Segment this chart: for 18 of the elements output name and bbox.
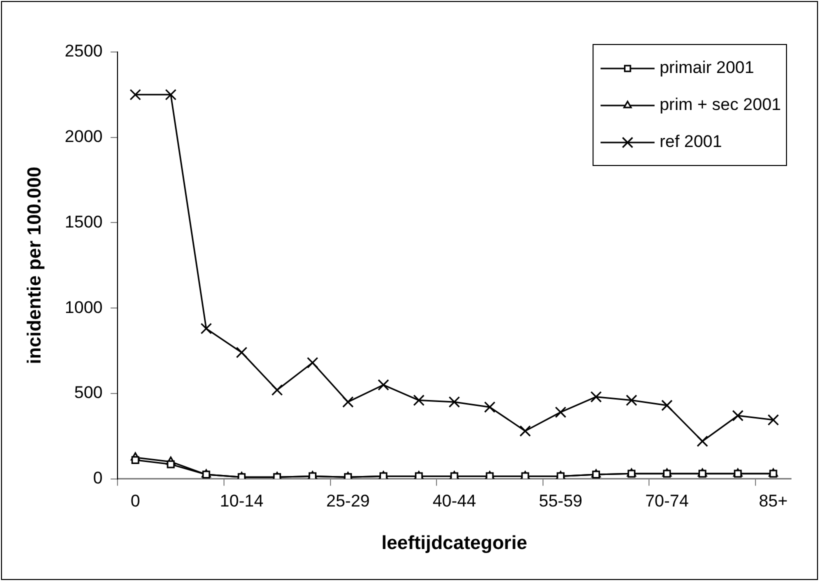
y-axis-title: incidentie per 100.000 bbox=[24, 166, 46, 364]
x-tick-label: 70-74 bbox=[645, 492, 689, 511]
y-tick-label: 1500 bbox=[64, 212, 103, 232]
y-tick-label: 500 bbox=[74, 383, 103, 402]
y-tick-label: 0 bbox=[93, 468, 103, 488]
y-tick-label: 1000 bbox=[64, 298, 103, 317]
x-tick-label: 25-29 bbox=[326, 492, 370, 511]
x-tick-label: 85+ bbox=[758, 492, 788, 511]
x-axis-title: leeftijdcategorie bbox=[381, 532, 528, 554]
x-tick-label: 10-14 bbox=[220, 492, 264, 511]
y-tick-label: 2000 bbox=[64, 127, 103, 146]
x-tick-label: 0 bbox=[130, 492, 140, 511]
x-tick-label: 55-59 bbox=[538, 492, 582, 511]
x-tick-label: 40-44 bbox=[432, 492, 476, 511]
y-tick-label: 2500 bbox=[64, 42, 103, 61]
legend-label: ref 2001 bbox=[660, 132, 722, 152]
legend-label: primair 2001 bbox=[660, 58, 754, 78]
legend-label: prim + sec 2001 bbox=[660, 95, 782, 114]
